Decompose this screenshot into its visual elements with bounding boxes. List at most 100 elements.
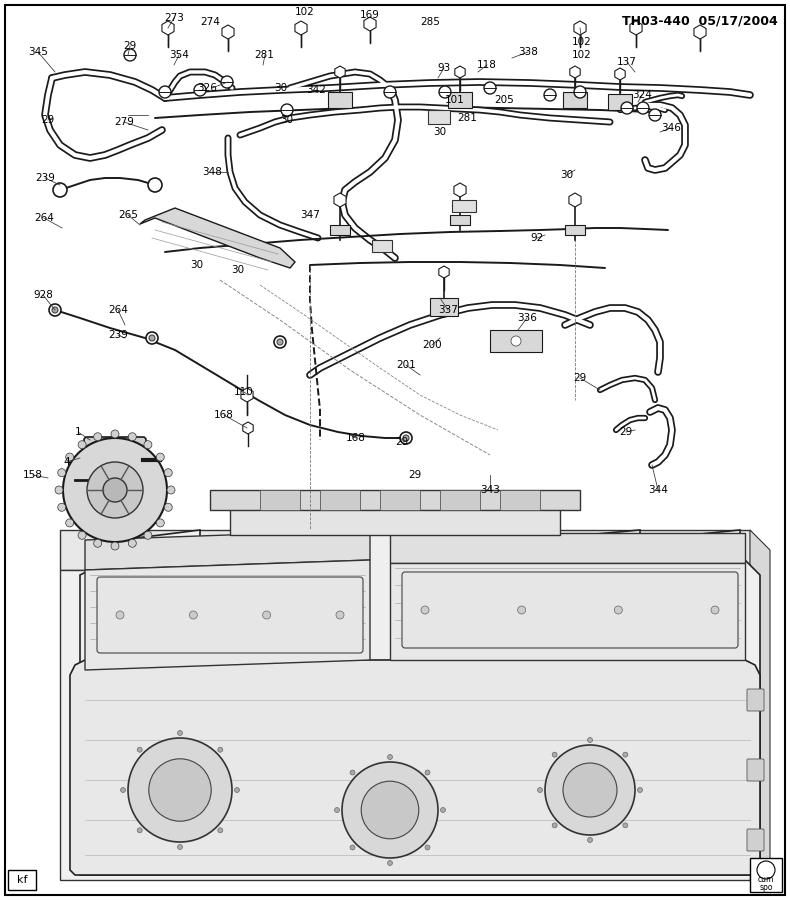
Circle shape xyxy=(121,788,126,793)
Text: 30: 30 xyxy=(280,115,294,125)
Circle shape xyxy=(350,845,355,850)
Polygon shape xyxy=(243,422,254,434)
Circle shape xyxy=(156,519,164,526)
Circle shape xyxy=(425,845,430,850)
Text: 338: 338 xyxy=(518,47,538,57)
Circle shape xyxy=(66,453,73,461)
Circle shape xyxy=(149,335,155,341)
Circle shape xyxy=(511,336,521,346)
Circle shape xyxy=(334,807,340,813)
Text: 285: 285 xyxy=(420,17,440,27)
FancyBboxPatch shape xyxy=(747,689,764,711)
Text: 30: 30 xyxy=(434,127,446,137)
Bar xyxy=(8,870,36,890)
Bar xyxy=(372,240,392,252)
Circle shape xyxy=(281,104,293,116)
Circle shape xyxy=(58,503,66,511)
Text: 29: 29 xyxy=(574,373,587,383)
Circle shape xyxy=(78,441,86,449)
Polygon shape xyxy=(85,530,370,570)
Polygon shape xyxy=(364,17,376,31)
Circle shape xyxy=(757,861,775,879)
Text: 343: 343 xyxy=(480,485,500,495)
FancyBboxPatch shape xyxy=(97,577,363,653)
Bar xyxy=(430,298,458,316)
Circle shape xyxy=(218,747,223,752)
FancyBboxPatch shape xyxy=(402,572,738,648)
Polygon shape xyxy=(335,66,345,78)
Text: 1: 1 xyxy=(75,427,81,437)
Circle shape xyxy=(615,606,623,614)
Text: 29: 29 xyxy=(41,115,55,125)
Polygon shape xyxy=(750,530,770,880)
Circle shape xyxy=(649,109,661,121)
Circle shape xyxy=(384,86,396,98)
Text: 30: 30 xyxy=(274,83,288,93)
Polygon shape xyxy=(390,563,745,660)
Text: 101: 101 xyxy=(445,95,465,105)
Polygon shape xyxy=(230,508,560,535)
Circle shape xyxy=(552,752,557,757)
Bar xyxy=(490,330,542,352)
Text: 324: 324 xyxy=(632,90,652,100)
Circle shape xyxy=(361,781,419,839)
Polygon shape xyxy=(630,21,642,35)
Polygon shape xyxy=(320,490,360,510)
Text: 110: 110 xyxy=(234,387,254,397)
Circle shape xyxy=(221,76,233,88)
Bar xyxy=(565,225,585,235)
Circle shape xyxy=(537,788,543,793)
Text: cum: cum xyxy=(758,876,774,885)
Circle shape xyxy=(111,430,119,438)
Circle shape xyxy=(623,823,628,828)
Text: 264: 264 xyxy=(34,213,54,223)
Circle shape xyxy=(159,86,171,98)
Text: 281: 281 xyxy=(254,50,274,60)
Circle shape xyxy=(190,611,198,619)
Polygon shape xyxy=(162,21,174,35)
Circle shape xyxy=(262,611,271,619)
Circle shape xyxy=(128,738,232,842)
Text: 354: 354 xyxy=(169,50,189,60)
Circle shape xyxy=(144,441,152,449)
Polygon shape xyxy=(440,490,480,510)
Circle shape xyxy=(441,807,446,813)
Circle shape xyxy=(124,49,136,61)
Polygon shape xyxy=(85,560,370,670)
Text: 30: 30 xyxy=(231,265,245,275)
Bar xyxy=(328,92,352,108)
Circle shape xyxy=(137,828,142,832)
Circle shape xyxy=(517,606,525,614)
Circle shape xyxy=(563,763,617,817)
Circle shape xyxy=(388,860,393,866)
FancyBboxPatch shape xyxy=(747,759,764,781)
Circle shape xyxy=(178,731,182,735)
Text: 92: 92 xyxy=(530,233,544,243)
Circle shape xyxy=(545,745,635,835)
Polygon shape xyxy=(260,490,300,510)
Text: 347: 347 xyxy=(300,210,320,220)
Polygon shape xyxy=(500,490,540,510)
Circle shape xyxy=(544,89,556,101)
Polygon shape xyxy=(694,25,706,39)
Circle shape xyxy=(94,539,102,547)
Text: 205: 205 xyxy=(494,95,514,105)
Circle shape xyxy=(403,435,409,441)
Text: 342: 342 xyxy=(306,85,326,95)
Circle shape xyxy=(116,611,124,619)
Circle shape xyxy=(588,838,592,842)
Text: 239: 239 xyxy=(108,330,128,340)
Text: 281: 281 xyxy=(457,113,477,123)
Bar xyxy=(450,215,470,225)
Circle shape xyxy=(94,433,102,441)
Text: 169: 169 xyxy=(360,10,380,20)
Circle shape xyxy=(137,747,142,752)
Text: 29: 29 xyxy=(123,41,137,51)
Circle shape xyxy=(144,531,152,539)
Bar xyxy=(330,225,350,235)
Circle shape xyxy=(164,469,172,477)
Bar xyxy=(563,92,587,108)
Circle shape xyxy=(425,770,430,775)
Polygon shape xyxy=(80,530,760,875)
Circle shape xyxy=(711,606,719,614)
